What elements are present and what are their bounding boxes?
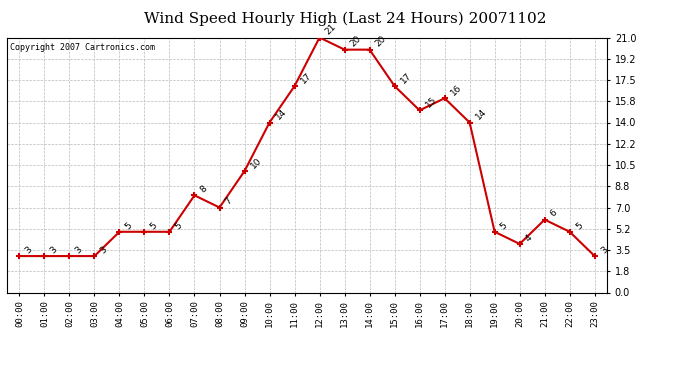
Text: 3: 3 — [599, 245, 609, 255]
Text: 16: 16 — [448, 83, 463, 98]
Text: 17: 17 — [399, 71, 413, 85]
Text: 3: 3 — [48, 245, 59, 255]
Text: 5: 5 — [499, 220, 509, 231]
Text: 17: 17 — [299, 71, 313, 85]
Text: 10: 10 — [248, 156, 263, 170]
Text: 3: 3 — [74, 245, 84, 255]
Text: 6: 6 — [549, 209, 560, 219]
Text: 4: 4 — [524, 233, 534, 243]
Text: 7: 7 — [224, 196, 234, 207]
Text: 5: 5 — [174, 220, 184, 231]
Text: Wind Speed Hourly High (Last 24 Hours) 20071102: Wind Speed Hourly High (Last 24 Hours) 2… — [144, 11, 546, 26]
Text: 3: 3 — [99, 245, 109, 255]
Text: 20: 20 — [374, 34, 388, 49]
Text: 14: 14 — [274, 107, 288, 122]
Text: 8: 8 — [199, 184, 209, 195]
Text: 5: 5 — [148, 220, 159, 231]
Text: 21: 21 — [324, 22, 338, 37]
Text: 3: 3 — [23, 245, 34, 255]
Text: 15: 15 — [424, 95, 438, 109]
Text: Copyright 2007 Cartronics.com: Copyright 2007 Cartronics.com — [10, 43, 155, 52]
Text: 14: 14 — [474, 107, 489, 122]
Text: 20: 20 — [348, 34, 363, 49]
Text: 5: 5 — [124, 220, 134, 231]
Text: 5: 5 — [574, 220, 584, 231]
